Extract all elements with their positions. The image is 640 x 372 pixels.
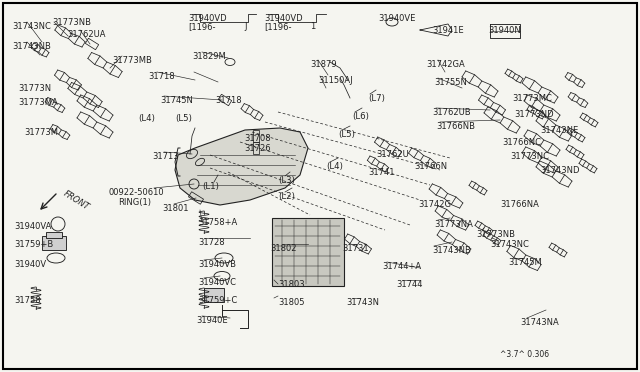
Text: 31773MA: 31773MA — [18, 98, 58, 107]
Text: (L6): (L6) — [352, 112, 369, 121]
Text: 31713: 31713 — [152, 152, 179, 161]
Text: 31766NA: 31766NA — [500, 200, 539, 209]
Text: 31802: 31802 — [270, 244, 296, 253]
Text: 31940VC: 31940VC — [198, 278, 236, 287]
Text: 31743NC: 31743NC — [12, 22, 51, 31]
Text: (L7): (L7) — [368, 94, 385, 103]
Text: 31940VA: 31940VA — [14, 222, 51, 231]
Text: 31708: 31708 — [244, 134, 271, 143]
Text: 31766NB: 31766NB — [436, 122, 475, 131]
Text: 1: 1 — [310, 22, 316, 31]
Bar — [272, 218, 344, 286]
Text: (L3): (L3) — [278, 176, 295, 185]
Text: (L5): (L5) — [175, 114, 192, 123]
Text: 31773NA: 31773NA — [434, 220, 473, 229]
Text: 31743NE: 31743NE — [540, 126, 579, 135]
Text: 31743NA: 31743NA — [520, 318, 559, 327]
Text: 31742G: 31742G — [418, 200, 451, 209]
Text: 31805: 31805 — [278, 298, 305, 307]
Text: 31744: 31744 — [396, 280, 422, 289]
Text: 31743N: 31743N — [346, 298, 379, 307]
Text: 31940VE: 31940VE — [378, 14, 415, 23]
Text: [1196-: [1196- — [264, 22, 291, 31]
Text: 31773NC: 31773NC — [510, 152, 549, 161]
Text: 31718: 31718 — [148, 72, 175, 81]
Text: 31762U: 31762U — [376, 150, 409, 159]
Text: 31150AJ: 31150AJ — [318, 76, 353, 85]
Text: (L4): (L4) — [326, 162, 343, 171]
Text: ^3.7^ 0.306: ^3.7^ 0.306 — [500, 350, 549, 359]
Text: 31741: 31741 — [368, 168, 394, 177]
Text: (L5): (L5) — [338, 130, 355, 139]
Text: 31940V: 31940V — [14, 260, 46, 269]
Text: 31759+C: 31759+C — [198, 296, 237, 305]
Text: 31728: 31728 — [198, 238, 225, 247]
Text: 00922-50610: 00922-50610 — [108, 188, 164, 197]
Text: 31743NB: 31743NB — [432, 246, 471, 255]
Text: 31758+A: 31758+A — [198, 218, 237, 227]
Text: 31762UA: 31762UA — [67, 30, 106, 39]
Text: (L1): (L1) — [202, 182, 219, 191]
Text: 31762UB: 31762UB — [432, 108, 470, 117]
Text: 31773NB: 31773NB — [476, 230, 515, 239]
Text: 31773M: 31773M — [24, 128, 58, 137]
Text: 31726: 31726 — [244, 144, 271, 153]
Text: 31940VD: 31940VD — [188, 14, 227, 23]
Text: (L4): (L4) — [138, 114, 155, 123]
Text: 31743NB: 31743NB — [12, 42, 51, 51]
Text: 31766NC: 31766NC — [502, 138, 541, 147]
Bar — [46, 232, 62, 238]
Text: 31879: 31879 — [310, 60, 337, 69]
Text: 31940VD: 31940VD — [264, 14, 303, 23]
Text: FRONT: FRONT — [62, 189, 91, 211]
Text: 31773N: 31773N — [18, 84, 51, 93]
Text: 31773MB: 31773MB — [112, 56, 152, 65]
Text: 31801: 31801 — [162, 204, 189, 213]
Text: 31744+A: 31744+A — [382, 262, 421, 271]
Text: 31743ND: 31743ND — [540, 166, 579, 175]
Text: 31745N: 31745N — [160, 96, 193, 105]
Text: 31941E: 31941E — [432, 26, 463, 35]
Text: 31758: 31758 — [14, 296, 40, 305]
Text: 31940E: 31940E — [196, 316, 228, 325]
Text: 31766N: 31766N — [414, 162, 447, 171]
Bar — [42, 236, 66, 250]
Text: 31755N: 31755N — [434, 78, 467, 87]
Text: 31940N: 31940N — [488, 26, 521, 35]
Text: 31731: 31731 — [342, 244, 369, 253]
Polygon shape — [175, 128, 308, 205]
Text: 31759+B: 31759+B — [14, 240, 53, 249]
Text: 31773ND: 31773ND — [514, 110, 554, 119]
Text: [1196-: [1196- — [188, 22, 216, 31]
Bar — [204, 288, 224, 302]
Text: 31742GA: 31742GA — [426, 60, 465, 69]
Text: 31745M: 31745M — [508, 258, 541, 267]
Text: 31940VB: 31940VB — [198, 260, 236, 269]
Text: RING(1): RING(1) — [118, 198, 151, 207]
Text: 31803: 31803 — [278, 280, 305, 289]
Text: 31718: 31718 — [215, 96, 242, 105]
Text: J: J — [244, 22, 246, 31]
Text: (L2): (L2) — [278, 192, 295, 201]
Text: 31773MC: 31773MC — [512, 94, 552, 103]
Text: 31829M: 31829M — [192, 52, 226, 61]
Text: 31773NB: 31773NB — [52, 18, 91, 27]
Text: 31743NC: 31743NC — [490, 240, 529, 249]
